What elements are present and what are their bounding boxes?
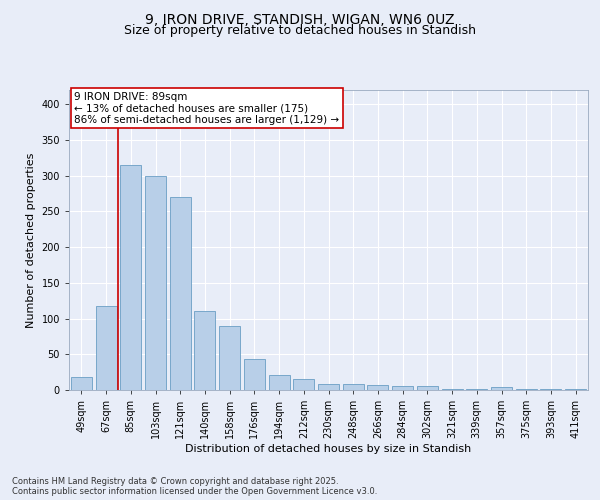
- Bar: [244, 358, 265, 390]
- Bar: [442, 388, 463, 390]
- Bar: [269, 375, 290, 390]
- X-axis label: Distribution of detached houses by size in Standish: Distribution of detached houses by size …: [185, 444, 472, 454]
- Bar: [170, 197, 191, 390]
- Bar: [120, 165, 141, 390]
- Bar: [392, 386, 413, 390]
- Text: Size of property relative to detached houses in Standish: Size of property relative to detached ho…: [124, 24, 476, 37]
- Bar: [318, 384, 339, 390]
- Bar: [417, 386, 438, 390]
- Text: 9, IRON DRIVE, STANDISH, WIGAN, WN6 0UZ: 9, IRON DRIVE, STANDISH, WIGAN, WN6 0UZ: [145, 12, 455, 26]
- Bar: [219, 326, 240, 390]
- Text: Contains public sector information licensed under the Open Government Licence v3: Contains public sector information licen…: [12, 488, 377, 496]
- Bar: [343, 384, 364, 390]
- Text: Contains HM Land Registry data © Crown copyright and database right 2025.: Contains HM Land Registry data © Crown c…: [12, 478, 338, 486]
- Bar: [71, 377, 92, 390]
- Bar: [491, 387, 512, 390]
- Bar: [194, 312, 215, 390]
- Text: 9 IRON DRIVE: 89sqm
← 13% of detached houses are smaller (175)
86% of semi-detac: 9 IRON DRIVE: 89sqm ← 13% of detached ho…: [74, 92, 340, 124]
- Y-axis label: Number of detached properties: Number of detached properties: [26, 152, 36, 328]
- Bar: [145, 176, 166, 390]
- Bar: [565, 388, 586, 390]
- Bar: [293, 380, 314, 390]
- Bar: [95, 306, 116, 390]
- Bar: [367, 385, 388, 390]
